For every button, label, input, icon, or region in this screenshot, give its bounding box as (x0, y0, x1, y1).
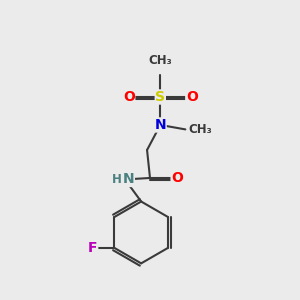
Text: O: O (186, 90, 198, 104)
Text: CH₃: CH₃ (189, 123, 213, 136)
Text: N: N (123, 172, 134, 186)
Text: N: N (154, 118, 166, 132)
Text: O: O (123, 90, 135, 104)
Text: H: H (112, 173, 122, 186)
Text: CH₃: CH₃ (148, 54, 172, 67)
Text: S: S (155, 90, 165, 104)
Text: O: O (171, 171, 183, 185)
Text: F: F (88, 241, 98, 255)
